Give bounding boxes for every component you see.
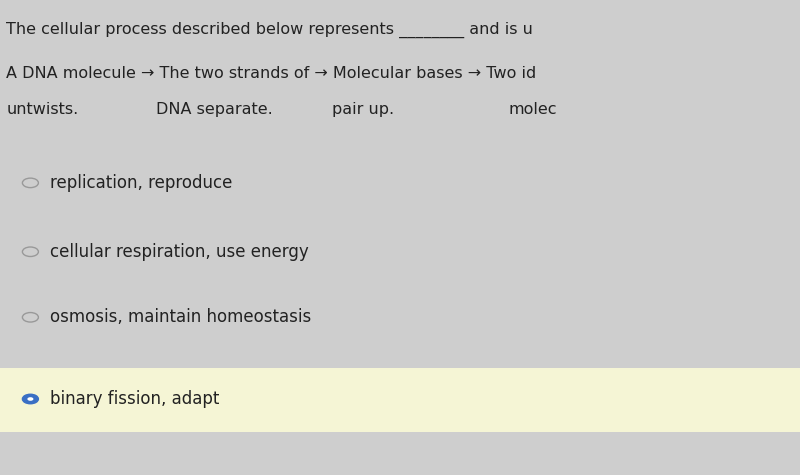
Text: cellular respiration, use energy: cellular respiration, use energy bbox=[50, 243, 308, 261]
Text: pair up.: pair up. bbox=[332, 102, 394, 117]
FancyBboxPatch shape bbox=[0, 368, 800, 432]
Text: DNA separate.: DNA separate. bbox=[156, 102, 273, 117]
Circle shape bbox=[27, 397, 34, 401]
Circle shape bbox=[22, 394, 38, 404]
Text: untwists.: untwists. bbox=[6, 102, 78, 117]
Text: osmosis, maintain homeostasis: osmosis, maintain homeostasis bbox=[50, 308, 311, 326]
Text: binary fission, adapt: binary fission, adapt bbox=[50, 390, 219, 408]
Text: molec: molec bbox=[508, 102, 557, 117]
Text: The cellular process described below represents ________ and is u: The cellular process described below rep… bbox=[6, 21, 534, 38]
Text: A DNA molecule → The two strands of → Molecular bases → Two id: A DNA molecule → The two strands of → Mo… bbox=[6, 66, 537, 81]
Text: replication, reproduce: replication, reproduce bbox=[50, 174, 232, 192]
